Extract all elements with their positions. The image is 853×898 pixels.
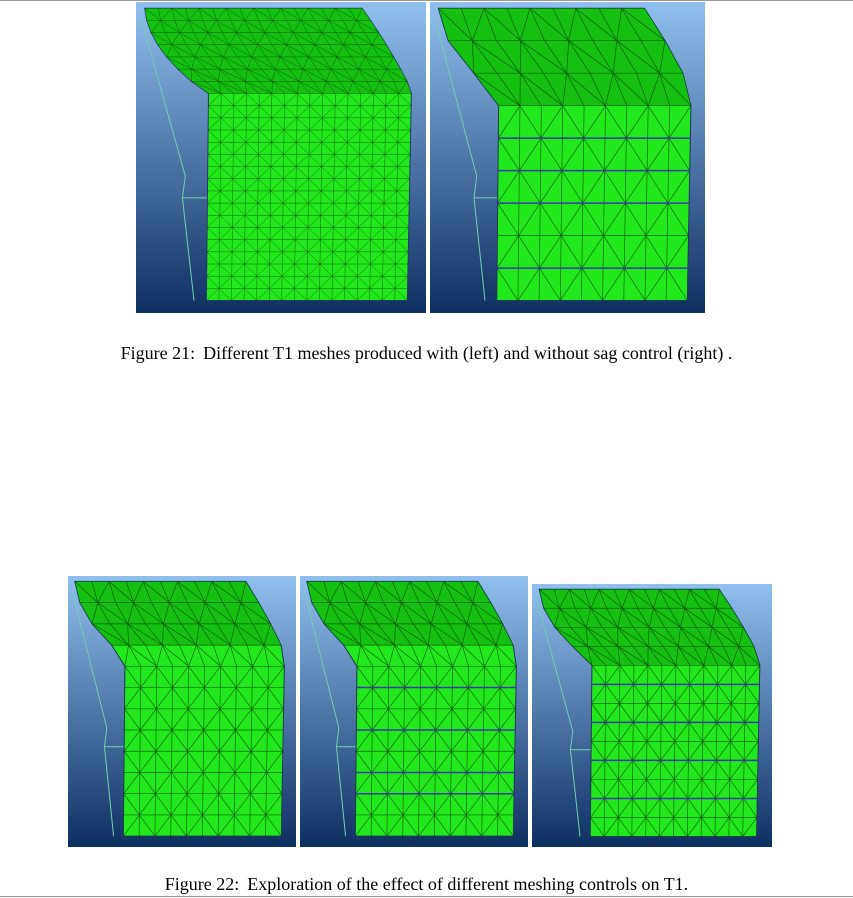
figure-22-caption: Figure 22: Exploration of the effect of d… <box>0 873 853 895</box>
mesh-partition-lines <box>497 137 691 269</box>
mesh-render <box>300 576 528 847</box>
mesh-curved-band <box>74 581 282 646</box>
figure-21-label: Figure 21: <box>120 343 196 363</box>
mesh-partition-lines <box>355 686 516 795</box>
mesh-partition-lines <box>590 683 760 800</box>
mesh-render <box>136 2 426 313</box>
bottom-rule <box>0 896 853 897</box>
mesh-edges <box>144 7 412 301</box>
figure-22-mesh-image-b <box>300 576 528 847</box>
figure-21-caption-text: Different T1 meshes produced with (left)… <box>203 343 733 363</box>
mesh-edges <box>437 7 692 301</box>
mesh-edges <box>306 581 517 837</box>
mesh-edges <box>538 588 761 837</box>
top-rule <box>0 0 853 1</box>
mesh-edges <box>74 581 285 837</box>
figure-22-mesh-image-c <box>532 584 772 847</box>
figure-22-label: Figure 22: <box>164 874 240 894</box>
mesh-curved-band <box>438 8 691 106</box>
figure-22-caption-text: Exploration of the effect of different m… <box>247 874 689 894</box>
figure-21-caption: Figure 21: Different T1 meshes produced w… <box>0 342 853 364</box>
figure-21-right-mesh-image <box>430 2 705 313</box>
mesh-curved-band <box>306 581 514 646</box>
mesh-render <box>430 2 705 313</box>
mesh-render <box>532 584 772 847</box>
figure-21-left-mesh-image <box>136 2 426 313</box>
mesh-render <box>68 576 296 847</box>
figure-22-mesh-image-a <box>68 576 296 847</box>
